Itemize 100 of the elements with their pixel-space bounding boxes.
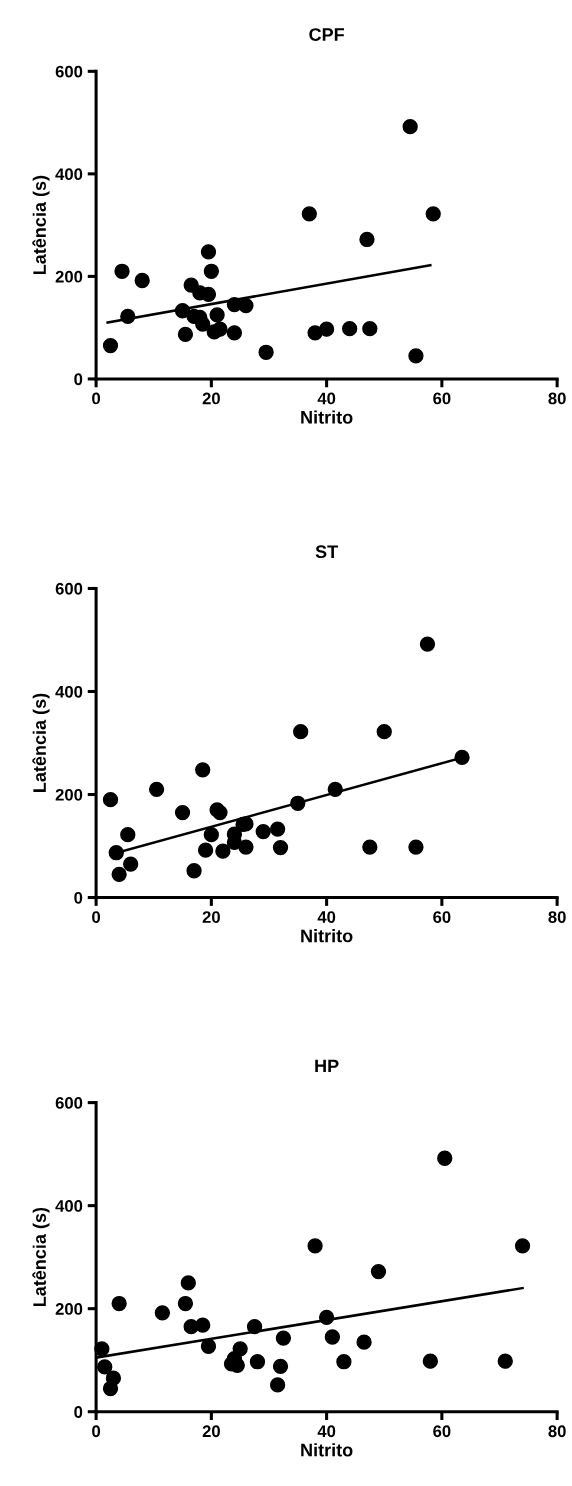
point	[111, 866, 127, 883]
point	[212, 321, 228, 337]
point	[272, 839, 289, 856]
point	[200, 1338, 217, 1354]
y-tick-label: 200	[55, 270, 83, 283]
point	[362, 321, 378, 337]
point	[186, 863, 202, 879]
x-tick-label: 0	[92, 1425, 101, 1438]
point	[177, 1295, 194, 1312]
point	[154, 1305, 171, 1321]
point	[514, 1238, 531, 1254]
y-tick-label: 600	[55, 582, 83, 595]
point	[203, 827, 219, 843]
y-tick-label: 0	[74, 1406, 83, 1418]
y-tick-label: 400	[55, 685, 83, 698]
x-tick-label: 0	[92, 911, 101, 923]
point	[180, 1275, 196, 1291]
point	[200, 244, 217, 260]
point	[275, 1330, 292, 1346]
point	[318, 1309, 335, 1326]
point	[307, 1238, 323, 1254]
y-tick-label: 200	[55, 788, 83, 801]
point	[422, 1353, 438, 1369]
y-tick-label: 0	[74, 373, 83, 386]
point	[203, 263, 219, 279]
y-axis-title: Latência (s)	[32, 693, 50, 792]
point	[269, 821, 286, 837]
x-axis-title: Nitrito	[301, 1443, 353, 1457]
point	[238, 839, 254, 855]
point	[370, 1263, 387, 1280]
x-tick-label: 80	[548, 392, 566, 405]
point	[114, 263, 130, 279]
y-tick-label: 400	[55, 1200, 83, 1212]
y-tick-label: 600	[55, 1097, 83, 1109]
point	[362, 839, 378, 855]
point	[437, 1150, 453, 1166]
x-tick-label: 80	[548, 911, 566, 923]
x-axis-title: Nitrito	[301, 410, 353, 424]
x-tick-label: 60	[433, 392, 451, 405]
point	[258, 344, 274, 360]
x-tick-label: 80	[548, 1425, 566, 1438]
y-axis-title: Latência (s)	[32, 175, 50, 275]
x-tick-label: 40	[317, 1425, 336, 1438]
y-axis-title: Latência (s)	[32, 1207, 50, 1307]
point	[342, 321, 358, 337]
x-tick-label: 60	[433, 1425, 451, 1438]
point	[102, 792, 119, 808]
point	[419, 636, 436, 652]
point	[402, 119, 418, 135]
y-tick-label: 600	[55, 65, 83, 78]
point	[123, 856, 139, 872]
point	[94, 1341, 110, 1357]
point	[327, 781, 343, 798]
point	[359, 231, 375, 248]
point	[134, 272, 150, 289]
point	[111, 1295, 127, 1312]
point	[195, 316, 211, 332]
point	[148, 781, 165, 798]
point	[408, 348, 424, 364]
x-tick-label: 20	[202, 1425, 220, 1438]
point	[174, 303, 191, 319]
point	[209, 307, 225, 323]
point	[97, 1359, 113, 1375]
point	[120, 827, 136, 843]
point	[408, 839, 424, 855]
point	[324, 1329, 341, 1345]
x-tick-label: 40	[317, 392, 336, 405]
chart-title: HP	[315, 1059, 339, 1073]
point	[249, 1354, 266, 1370]
x-axis-title: Nitrito	[301, 929, 353, 943]
point	[246, 1319, 263, 1335]
x-tick-label: 0	[92, 392, 101, 405]
point	[238, 297, 254, 314]
point	[197, 842, 214, 858]
point	[318, 321, 335, 337]
x-tick-label: 60	[433, 911, 451, 923]
x-tick-label: 40	[317, 911, 336, 923]
point	[290, 795, 306, 811]
point	[497, 1353, 513, 1369]
chart-title: CPF	[309, 28, 345, 41]
point	[336, 1354, 352, 1370]
y-tick-label: 400	[55, 168, 83, 181]
point	[174, 804, 191, 821]
point	[105, 1370, 122, 1386]
point	[102, 337, 119, 354]
point	[301, 206, 317, 222]
point	[195, 762, 211, 778]
chart-title: ST	[315, 545, 338, 559]
point	[272, 1358, 289, 1375]
y-tick-label: 200	[55, 1303, 83, 1315]
point	[425, 206, 441, 222]
point	[376, 724, 392, 740]
point	[232, 1341, 248, 1357]
point	[255, 823, 271, 840]
point	[293, 724, 309, 740]
x-tick-label: 20	[202, 911, 220, 923]
point	[215, 843, 231, 859]
x-tick-label: 20	[202, 392, 220, 405]
point	[108, 845, 124, 861]
point	[226, 325, 243, 341]
